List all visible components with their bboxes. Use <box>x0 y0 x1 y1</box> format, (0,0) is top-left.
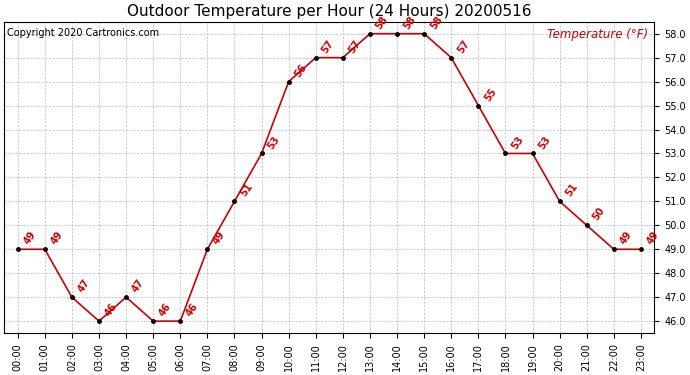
Text: 53: 53 <box>510 134 526 151</box>
Text: 49: 49 <box>618 230 634 246</box>
Text: 58: 58 <box>401 14 417 31</box>
Text: 47: 47 <box>76 278 92 294</box>
Text: 57: 57 <box>455 38 471 55</box>
Text: 46: 46 <box>104 302 119 318</box>
Text: 51: 51 <box>239 182 255 199</box>
Text: 57: 57 <box>320 38 336 55</box>
Text: 58: 58 <box>374 14 390 31</box>
Text: 50: 50 <box>591 206 607 222</box>
Text: 49: 49 <box>22 230 38 246</box>
Text: 55: 55 <box>482 86 498 103</box>
Text: 57: 57 <box>347 38 363 55</box>
Text: Temperature (°F): Temperature (°F) <box>547 28 648 41</box>
Text: 47: 47 <box>130 278 146 294</box>
Text: 51: 51 <box>564 182 580 199</box>
Text: 56: 56 <box>293 62 309 79</box>
Text: 46: 46 <box>157 302 173 318</box>
Text: 49: 49 <box>49 230 65 246</box>
Text: 46: 46 <box>184 302 200 318</box>
Text: Copyright 2020 Cartronics.com: Copyright 2020 Cartronics.com <box>8 28 159 38</box>
Text: 53: 53 <box>537 134 553 151</box>
Text: 49: 49 <box>212 230 228 246</box>
Text: 58: 58 <box>428 14 444 31</box>
Title: Outdoor Temperature per Hour (24 Hours) 20200516: Outdoor Temperature per Hour (24 Hours) … <box>127 4 531 19</box>
Text: 49: 49 <box>645 230 661 246</box>
Text: 53: 53 <box>266 134 282 151</box>
